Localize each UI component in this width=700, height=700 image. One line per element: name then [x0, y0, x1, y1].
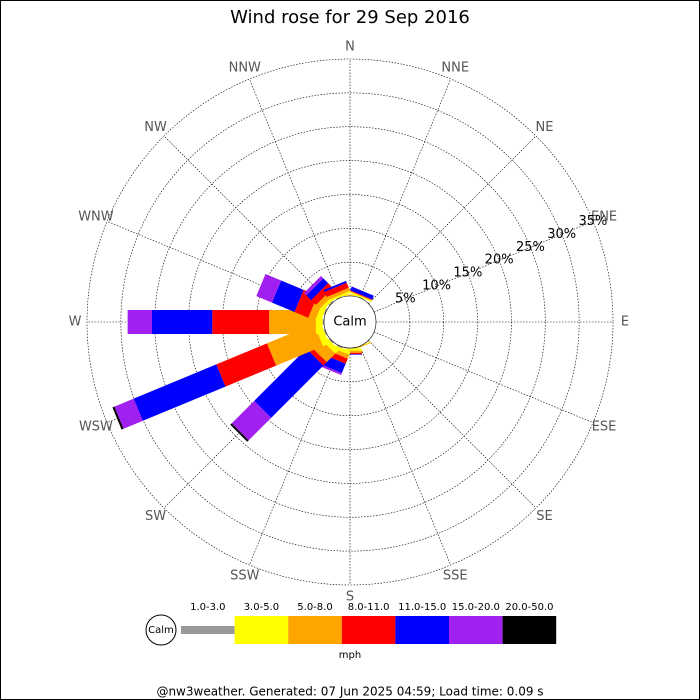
r-tick-label: 5%: [395, 292, 416, 307]
direction-label: SE: [536, 509, 552, 524]
direction-label: E: [621, 315, 629, 330]
wind-segment: [323, 308, 328, 315]
direction-label: WNW: [78, 209, 114, 224]
legend-label: 1.0-3.0: [190, 602, 225, 613]
legend-swatch: [449, 616, 503, 644]
chart-title: Wind rose for 29 Sep 2016: [230, 7, 470, 28]
legend-label: 5.0-8.0: [297, 602, 332, 613]
legend-label: 11.0-15.0: [398, 602, 446, 613]
spoke: [359, 78, 451, 299]
legend-calm-label: Calm: [148, 625, 174, 636]
footer: @nw3weather. Generated: 07 Jun 2025 04:5…: [156, 685, 543, 699]
units-label: mph: [339, 650, 361, 661]
spoke: [373, 221, 594, 313]
legend-label: 3.0-5.0: [244, 602, 279, 613]
wind-segment: [318, 363, 342, 376]
wind-segment: [133, 364, 226, 421]
calm-circle: [323, 295, 377, 349]
wind-segment: [349, 290, 373, 301]
wind-segment: [152, 310, 213, 334]
legend-swatch: [288, 616, 342, 644]
ring: [222, 194, 478, 450]
r-tick-label: 20%: [485, 253, 514, 268]
legend-swatch: [181, 626, 235, 634]
legend-label: 20.0-50.0: [505, 602, 553, 613]
ring: [86, 58, 614, 586]
direction-label: W: [69, 315, 82, 330]
wind-segment: [336, 344, 343, 349]
direction-label: S: [346, 590, 354, 605]
wind-segment: [328, 338, 334, 344]
direction-label: NNW: [229, 60, 261, 75]
r-tick-label: 10%: [422, 279, 451, 294]
r-tick-label: 30%: [547, 227, 576, 242]
spoke: [373, 331, 594, 423]
direction-label: ESE: [592, 420, 617, 435]
wind-segment: [254, 348, 324, 418]
direction-label: ENE: [591, 209, 617, 224]
legend-label: 8.0-11.0: [348, 602, 390, 613]
wind-segment: [230, 423, 249, 442]
spoke: [249, 345, 341, 566]
calm-label: Calm: [333, 315, 366, 330]
r-tick-label: 25%: [516, 240, 545, 255]
wind-segment: [114, 398, 143, 429]
wind-segment: [112, 406, 124, 430]
spoke: [359, 345, 451, 566]
spoke: [249, 78, 341, 299]
direction-label: NE: [535, 120, 553, 135]
wind-segment: [271, 280, 304, 312]
wind-segment: [328, 300, 334, 306]
wind-segment: [231, 400, 272, 441]
wind-segment: [216, 343, 277, 387]
wind-segment: [326, 287, 351, 301]
wind-segment: [306, 278, 329, 301]
direction-label: N: [345, 40, 355, 55]
legend-swatch: [234, 616, 289, 644]
wind-segment: [127, 310, 153, 334]
spoke: [368, 340, 537, 509]
ring: [255, 227, 445, 417]
wind-segment: [350, 286, 374, 300]
wind-segment: [323, 280, 347, 292]
legend-swatch: [341, 616, 396, 644]
spoke: [368, 135, 537, 304]
direction-label: NW: [144, 120, 167, 135]
wind-segment: [303, 275, 324, 296]
direction-label: SSW: [230, 569, 260, 584]
wind-segment: [266, 323, 324, 366]
direction-label: WSW: [79, 420, 113, 435]
wind-segment: [212, 310, 270, 334]
wind-segment: [349, 290, 373, 301]
wind-segment: [324, 282, 349, 297]
wind-segment: [256, 274, 282, 303]
wind-segment: [349, 291, 372, 302]
legend-label: 15.0-20.0: [452, 602, 500, 613]
ring: [120, 92, 580, 552]
r-tick-label: 15%: [453, 266, 482, 281]
direction-label: SSE: [443, 569, 468, 584]
direction-label: SW: [145, 509, 166, 524]
legend-calm: [145, 614, 177, 646]
r-tick-label: 35%: [579, 214, 608, 229]
wind-segment: [327, 290, 351, 302]
wind-segment: [322, 319, 324, 325]
legend-swatch: [502, 616, 557, 644]
legend-swatch: [395, 616, 449, 644]
wind-segment: [323, 329, 328, 336]
direction-label: NNE: [441, 60, 469, 75]
spoke: [163, 135, 332, 304]
